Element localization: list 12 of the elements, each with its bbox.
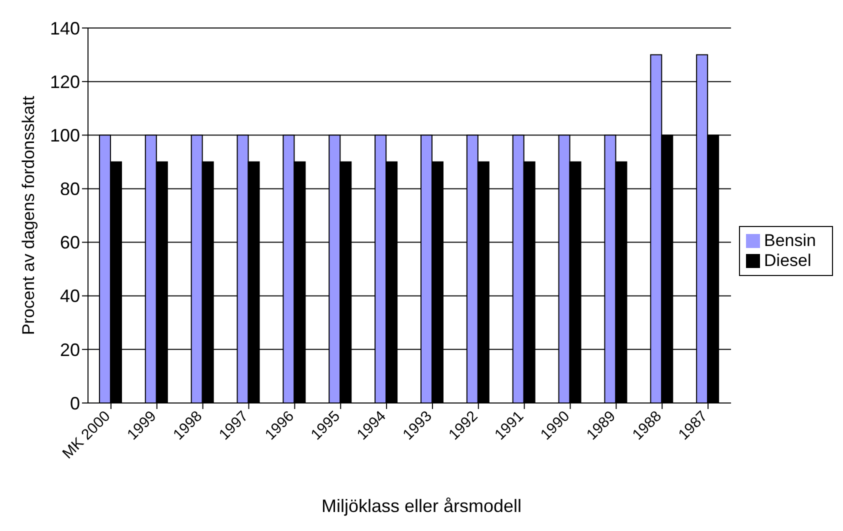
y-axis-title: Procent av dagens fordonsskatt (19, 96, 38, 336)
y-tick-label: 20 (60, 340, 80, 360)
y-tick-label: 40 (60, 286, 80, 306)
y-tick-label: 80 (60, 179, 80, 200)
y-tick-label: 0 (70, 393, 80, 414)
y-tick-label: 120 (50, 72, 80, 92)
legend-label: Diesel (764, 250, 812, 270)
y-tick-label: 60 (60, 232, 80, 253)
x-axis-title: Miljöklass eller årsmodell (320, 496, 523, 517)
y-tick-label: 100 (50, 126, 80, 146)
y-tick-label: 140 (50, 18, 80, 38)
legend-label: Bensin (764, 230, 816, 250)
